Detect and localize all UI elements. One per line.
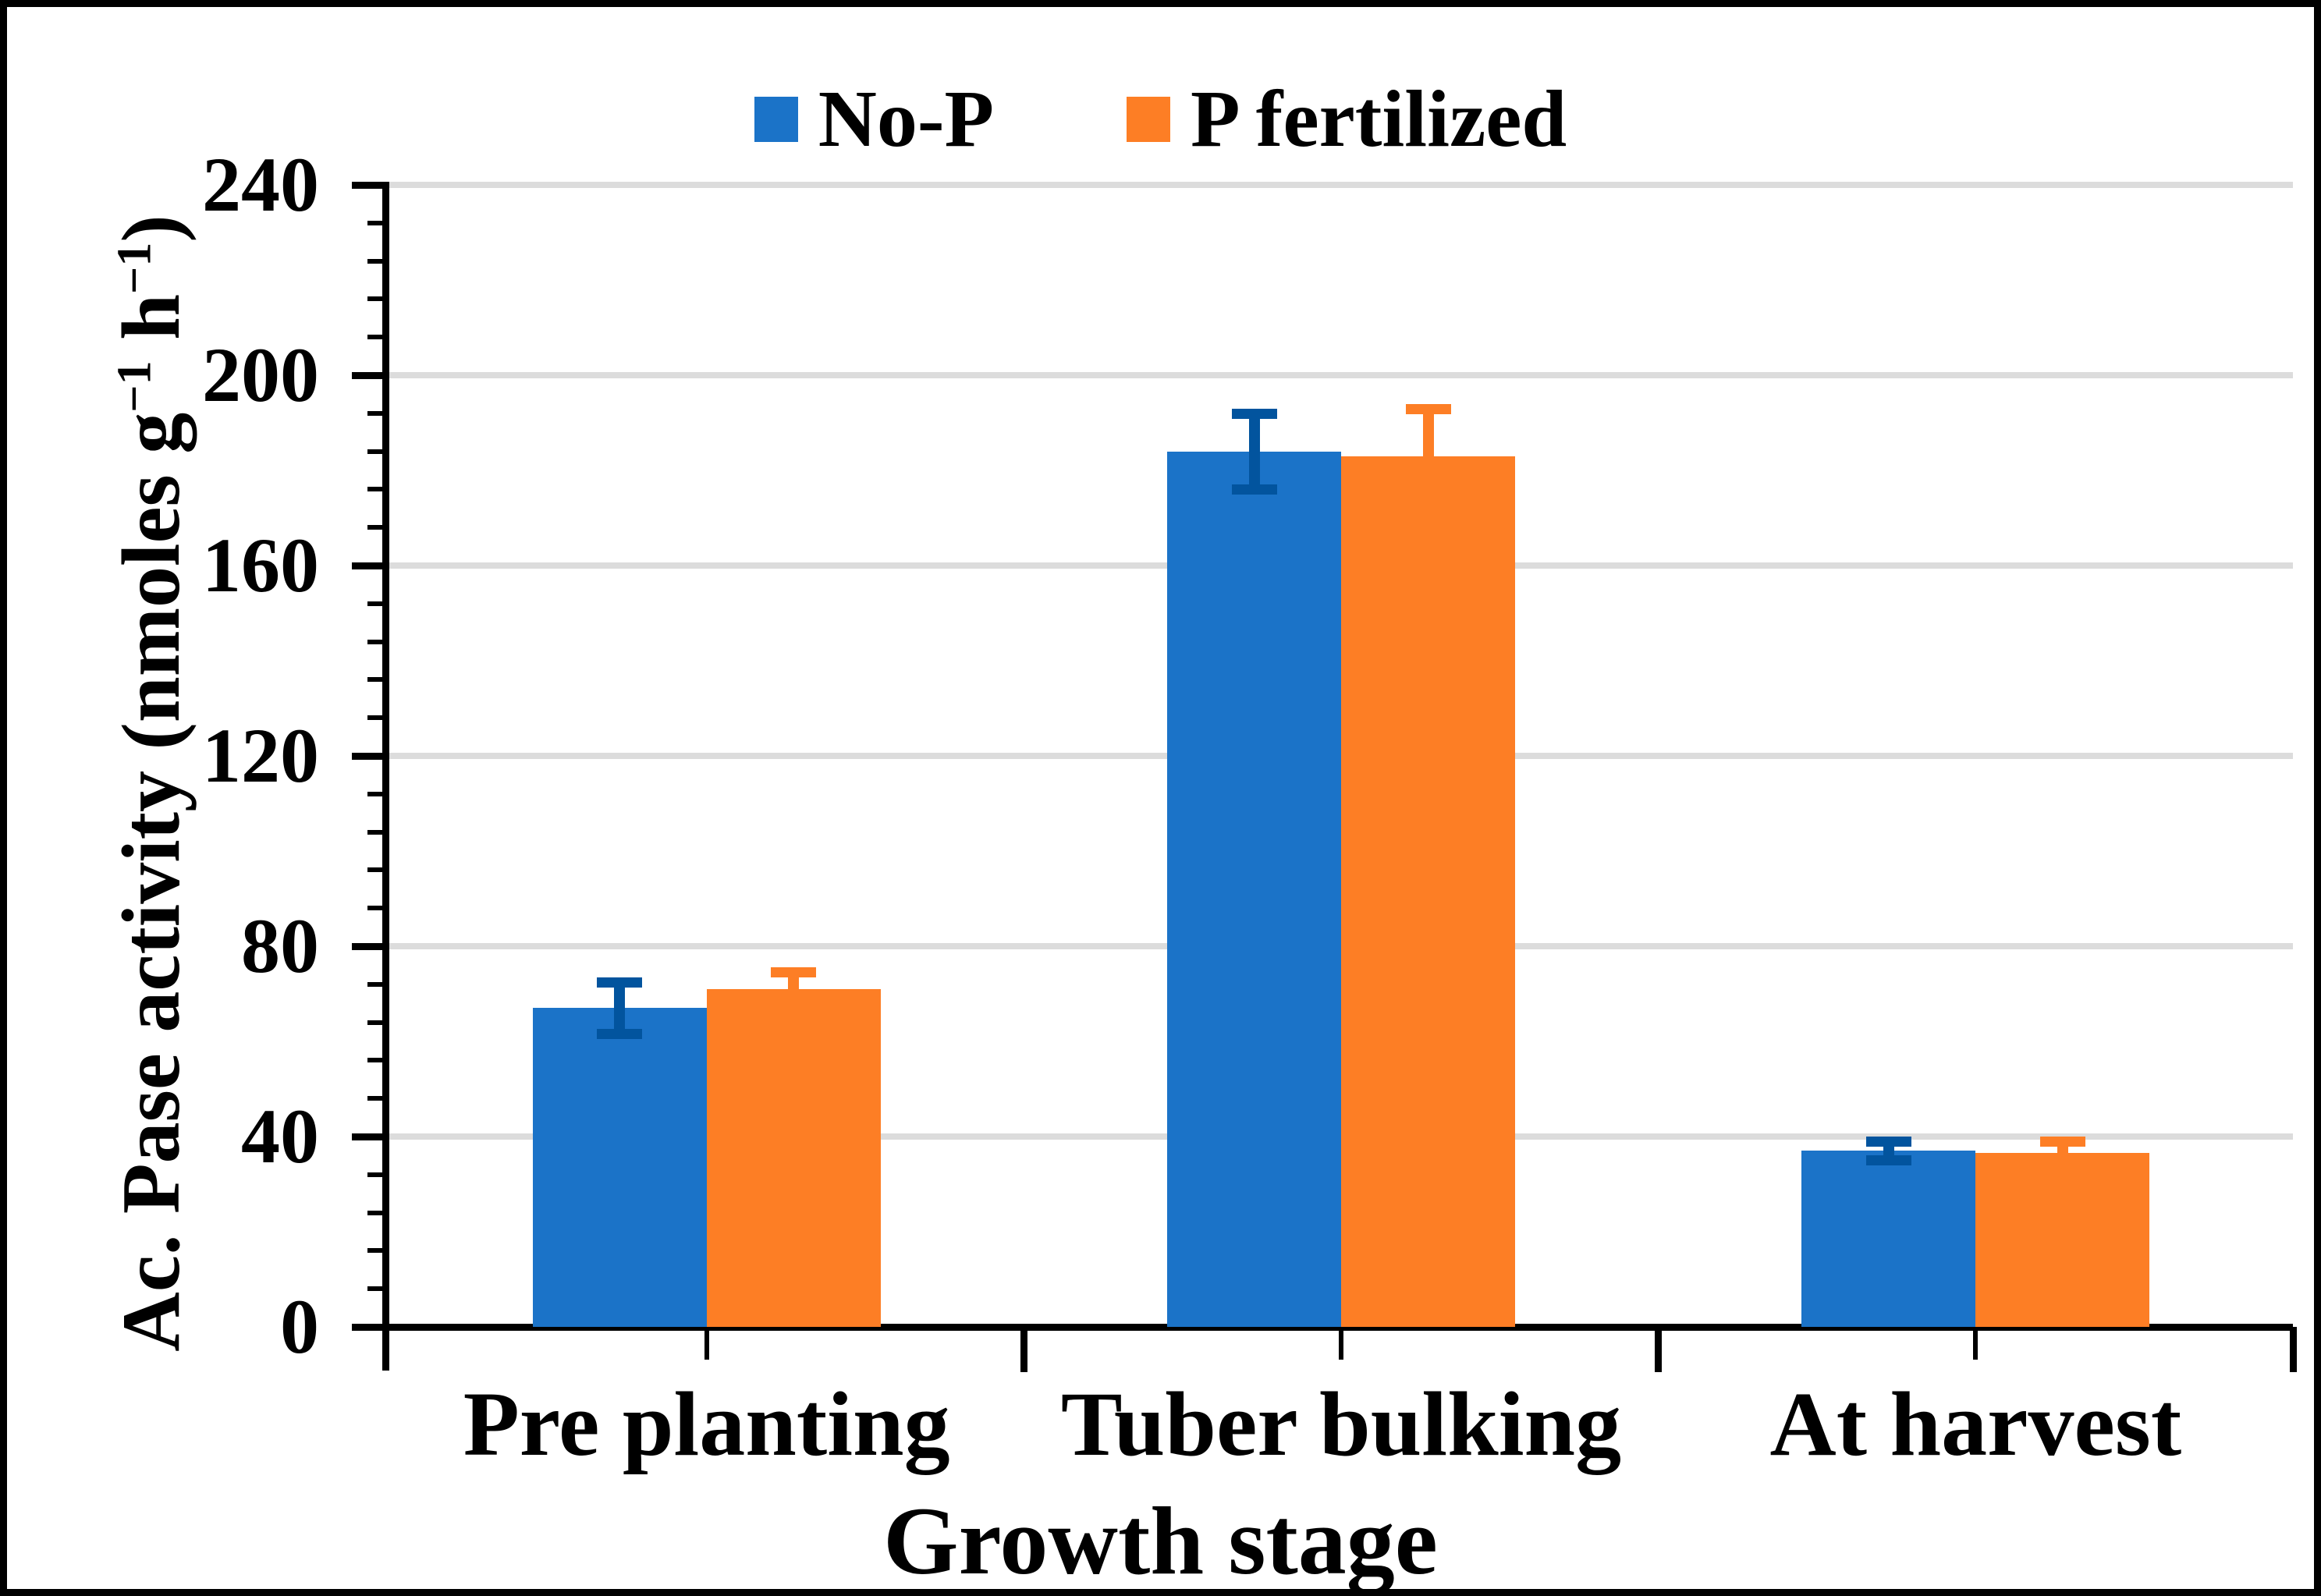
y-minor-tick [367,296,389,302]
x-axis-title: Growth stage [883,1488,1438,1594]
error-bar-stem-no-p-pre-planting [614,977,626,1039]
category-label-pre-planting: Pre planting [463,1373,950,1475]
error-bar-cap-top-p-fertilized-at-harvest [2039,1137,2085,1147]
y-tick-label-40: 40 [241,1093,319,1179]
category-label-at-harvest: At harvest [1769,1373,2182,1475]
bar-p-fertilized-at-harvest [1975,1153,2150,1327]
y-minor-tick [367,1248,389,1254]
error-bar-cap-bottom-p-fertilized-tuber-bulking [1405,498,1451,509]
y-major-tick [352,752,389,760]
y-minor-tick [367,1058,389,1063]
legend-swatch-icon [1127,97,1171,142]
y-minor-tick [367,449,389,454]
y-minor-tick [367,906,389,911]
y-minor-tick [367,220,389,225]
error-bar-cap-bottom-no-p-tuber-bulking [1231,484,1277,495]
x-center-tick [1339,1327,1343,1360]
y-axis-title: Ac. Pase activity (nmoles g−1 h−1) [105,215,197,1352]
y-minor-tick [367,639,389,644]
gridline-y-240 [389,182,2293,188]
error-bar-cap-bottom-no-p-at-harvest [1865,1154,1911,1165]
x-boundary-tick [1655,1327,1663,1372]
y-minor-tick [367,1020,389,1025]
bar-no-p-at-harvest [1801,1151,1976,1327]
y-tick-label-80: 80 [241,903,319,989]
x-center-tick [704,1327,709,1360]
y-minor-tick [367,715,389,721]
legend-label: No-P [818,74,995,164]
y-major-tick [352,181,389,189]
error-bar-cap-bottom-p-fertilized-at-harvest [2039,1159,2085,1170]
y-tick-label-120: 120 [202,712,319,799]
error-bar-cap-top-p-fertilized-tuber-bulking [1405,403,1451,414]
legend-label: P fertilized [1191,74,1567,164]
bar-no-p-tuber-bulking [1167,451,1341,1327]
y-minor-tick [367,981,389,987]
y-minor-tick [367,867,389,873]
y-minor-tick [367,1096,389,1101]
y-minor-tick [367,1286,389,1292]
y-minor-tick [367,677,389,683]
y-minor-tick [367,1172,389,1177]
y-minor-tick [367,335,389,340]
gridline-y-200 [389,372,2293,378]
bar-no-p-pre-planting [532,1008,707,1327]
x-center-tick [1973,1327,1979,1360]
y-minor-tick [367,487,389,492]
y-minor-tick [367,601,389,606]
y-minor-tick [367,1210,389,1215]
bar-p-fertilized-tuber-bulking [1341,456,1515,1327]
error-bar-stem-no-p-tuber-bulking [1248,408,1260,495]
legend-item-p-fertilized: P fertilized [1127,79,1567,160]
error-bar-cap-top-p-fertilized-pre-planting [771,967,817,978]
y-major-tick [352,371,389,379]
error-bar-stem-p-fertilized-pre-planting [788,967,800,1011]
error-bar-cap-bottom-p-fertilized-pre-planting [771,1000,817,1011]
error-bar-stem-p-fertilized-tuber-bulking [1422,403,1434,509]
y-major-tick [352,1133,389,1140]
legend: No-P P fertilized [7,79,2314,160]
y-tick-label-200: 200 [202,332,319,418]
y-minor-tick [367,258,389,264]
y-minor-tick [367,525,389,530]
legend-swatch-icon [754,97,798,142]
plot-area: 0 40 80 120 160 200 240 Pre planting Tuber bulki… [7,7,2314,1589]
x-boundary-tick [2289,1327,2297,1372]
error-bar-cap-top-no-p-at-harvest [1865,1137,1911,1147]
y-minor-tick [367,829,389,835]
y-tick-label-240: 240 [202,141,319,228]
x-boundary-tick [1020,1327,1027,1372]
y-axis-line [382,185,389,1371]
error-bar-cap-bottom-no-p-pre-planting [597,1028,643,1039]
y-major-tick [352,562,389,569]
bar-p-fertilized-pre-planting [706,988,881,1327]
legend-item-no-p: No-P [754,79,994,160]
error-bar-cap-top-no-p-tuber-bulking [1231,408,1277,419]
y-minor-tick [367,791,389,796]
category-label-tuber-bulking: Tuber bulking [1060,1373,1622,1475]
error-bar-cap-top-no-p-pre-planting [597,977,643,988]
y-major-tick [352,942,389,950]
y-tick-label-160: 160 [202,522,319,608]
y-tick-label-0: 0 [280,1283,319,1370]
x-axis-line [367,1323,2293,1331]
y-minor-tick [367,410,389,416]
